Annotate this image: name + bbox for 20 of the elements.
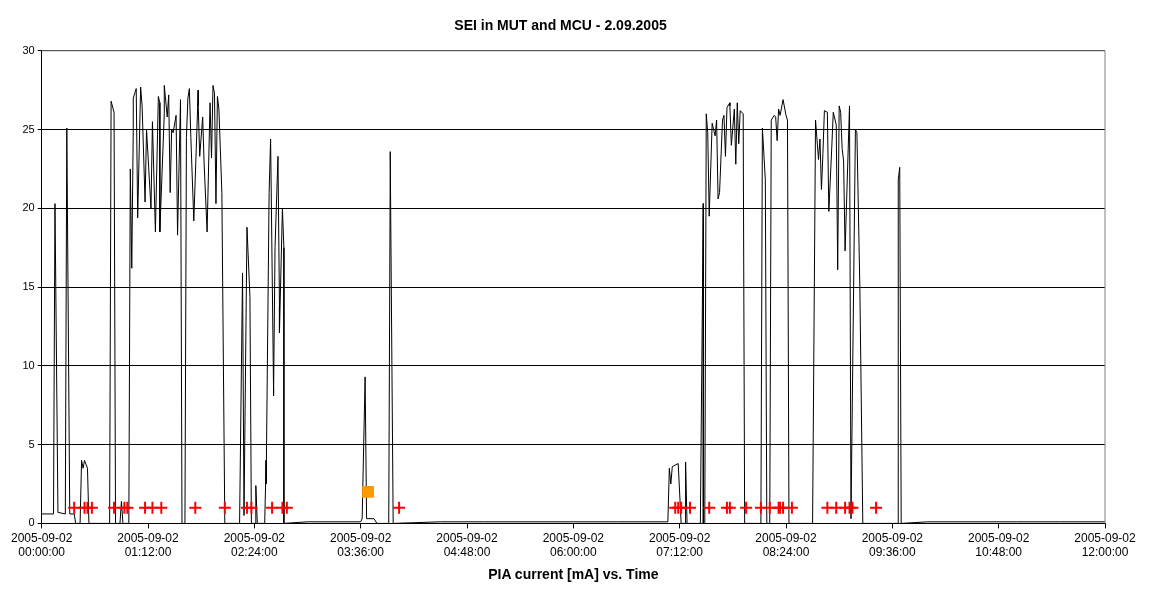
- x-tick-label: 2005-09-02 02:24:00: [223, 530, 286, 560]
- x-axis-title: PIA current [mA] vs. Time: [488, 566, 659, 583]
- x-tick-label: 2005-09-02 08:24:00: [755, 530, 818, 560]
- y-tick-label: 5: [28, 437, 35, 450]
- y-tick-label: 20: [22, 201, 35, 214]
- chart-title: SEI in MUT and MCU - 2.09.2005: [454, 17, 667, 34]
- y-tick-label: 30: [22, 43, 35, 56]
- x-tick-label: 2005-09-02 09:36:00: [861, 530, 924, 560]
- x-tick-label: 2005-09-02 12:00:00: [1074, 530, 1137, 560]
- x-tick-label: 2005-09-02 10:48:00: [967, 530, 1030, 560]
- x-tick-label: 2005-09-02 04:48:00: [436, 530, 499, 560]
- y-tick-label: 25: [22, 122, 35, 135]
- x-tick-label: 2005-09-02 01:12:00: [117, 530, 180, 560]
- y-tick-label: 15: [22, 280, 35, 293]
- y-tick-label: 0: [28, 516, 35, 529]
- x-tick-label: 2005-09-02 07:12:00: [648, 530, 711, 560]
- x-tick-label: 2005-09-02 06:00:00: [542, 530, 605, 560]
- x-tick-label: 2005-09-02 03:36:00: [329, 530, 392, 560]
- y-tick-label: 10: [22, 358, 35, 371]
- x-tick-label: 2005-09-02 00:00:00: [11, 530, 73, 560]
